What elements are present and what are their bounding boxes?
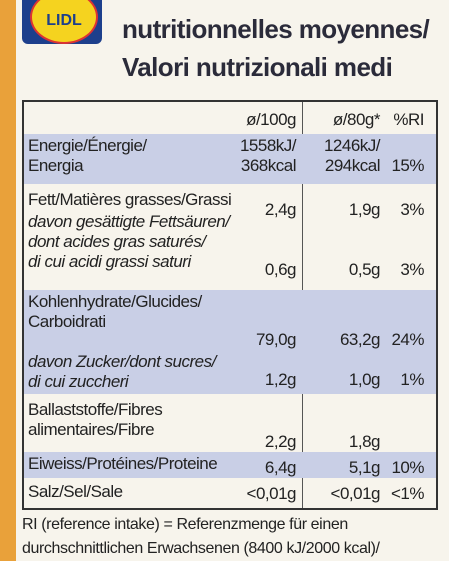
value-per-100g: 368kcal xyxy=(240,156,297,175)
value-ri: 3% xyxy=(400,200,424,219)
footnote: RI (reference intake) = Referenzmenge fü… xyxy=(22,516,348,533)
value-per-80g: 294kcal xyxy=(324,156,381,175)
row-shade xyxy=(24,452,436,478)
value-per-80g: 1,9g xyxy=(348,200,381,219)
value-per-100g: 6,4g xyxy=(264,458,297,477)
value-ri: 24% xyxy=(391,330,424,349)
row-label: Salz/Sel/Sale xyxy=(28,482,123,501)
nutrition-table: ø/100g ø/80g* %RI Energie/Énergie/Energia 15… xyxy=(22,100,438,510)
row-label: Energia xyxy=(28,156,84,175)
footnote: durchschnittlichen Erwachsenen (8400 kJ/… xyxy=(22,540,380,557)
row-label: Ballaststoffe/Fibres xyxy=(28,400,163,419)
value-per-80g: 1,0g xyxy=(348,370,381,389)
value-per-80g: 1246kJ/ xyxy=(323,136,381,155)
row-shade xyxy=(24,350,436,394)
row-label: di cui zuccheri xyxy=(28,372,129,391)
title-line: nutritionnelles moyennes/ xyxy=(122,14,430,44)
row-label: alimentaires/Fibre xyxy=(28,420,155,439)
value-per-80g: 0,5g xyxy=(348,260,381,279)
row-label: dont acides gras saturés/ xyxy=(28,232,206,251)
value-ri: <1% xyxy=(391,484,425,503)
value-ri: 1% xyxy=(400,370,424,389)
value-ri: 10% xyxy=(391,458,424,477)
value-per-80g: 5,1g xyxy=(348,458,381,477)
value-per-80g: 63,2g xyxy=(339,330,381,349)
row-shade xyxy=(24,134,436,184)
column-header: %RI xyxy=(393,110,424,129)
value-per-100g: 79,0g xyxy=(255,330,297,349)
row-label: Kohlenhydrate/Glucides/ xyxy=(28,292,202,311)
row-label: Fett/Matières grasses/Grassi xyxy=(28,190,232,209)
value-per-100g: 0,6g xyxy=(264,260,297,279)
title-line: Valori nutrizionali medi xyxy=(122,52,393,82)
row-label: Carboidrati xyxy=(28,312,106,331)
row-label: Energie/Énergie/ xyxy=(28,136,147,155)
value-per-80g: <0,01g xyxy=(330,484,381,503)
value-per-100g: 1,2g xyxy=(264,370,297,389)
row-label: Eiweiss/Protéines/Proteine xyxy=(28,454,218,473)
logo: LIDL xyxy=(22,0,102,44)
column-header: ø/100g xyxy=(246,110,296,129)
value-per-100g: 2,2g xyxy=(264,432,297,451)
value-ri: 3% xyxy=(400,260,424,279)
row-label: davon Zucker/dont sucres/ xyxy=(28,352,216,371)
value-per-100g: <0,01g xyxy=(246,484,297,503)
row-shade xyxy=(24,290,436,350)
column-header: ø/80g* xyxy=(332,110,381,129)
value-ri: 15% xyxy=(391,156,424,175)
value-per-80g: 1,8g xyxy=(348,432,381,451)
value-per-100g: 2,4g xyxy=(264,200,297,219)
value-per-100g: 1558kJ/ xyxy=(239,136,297,155)
logo-text: LIDL xyxy=(30,0,98,44)
row-label: di cui acidi grassi saturi xyxy=(28,252,191,271)
row-label: davon gesättigte Fettsäuren/ xyxy=(28,212,230,231)
